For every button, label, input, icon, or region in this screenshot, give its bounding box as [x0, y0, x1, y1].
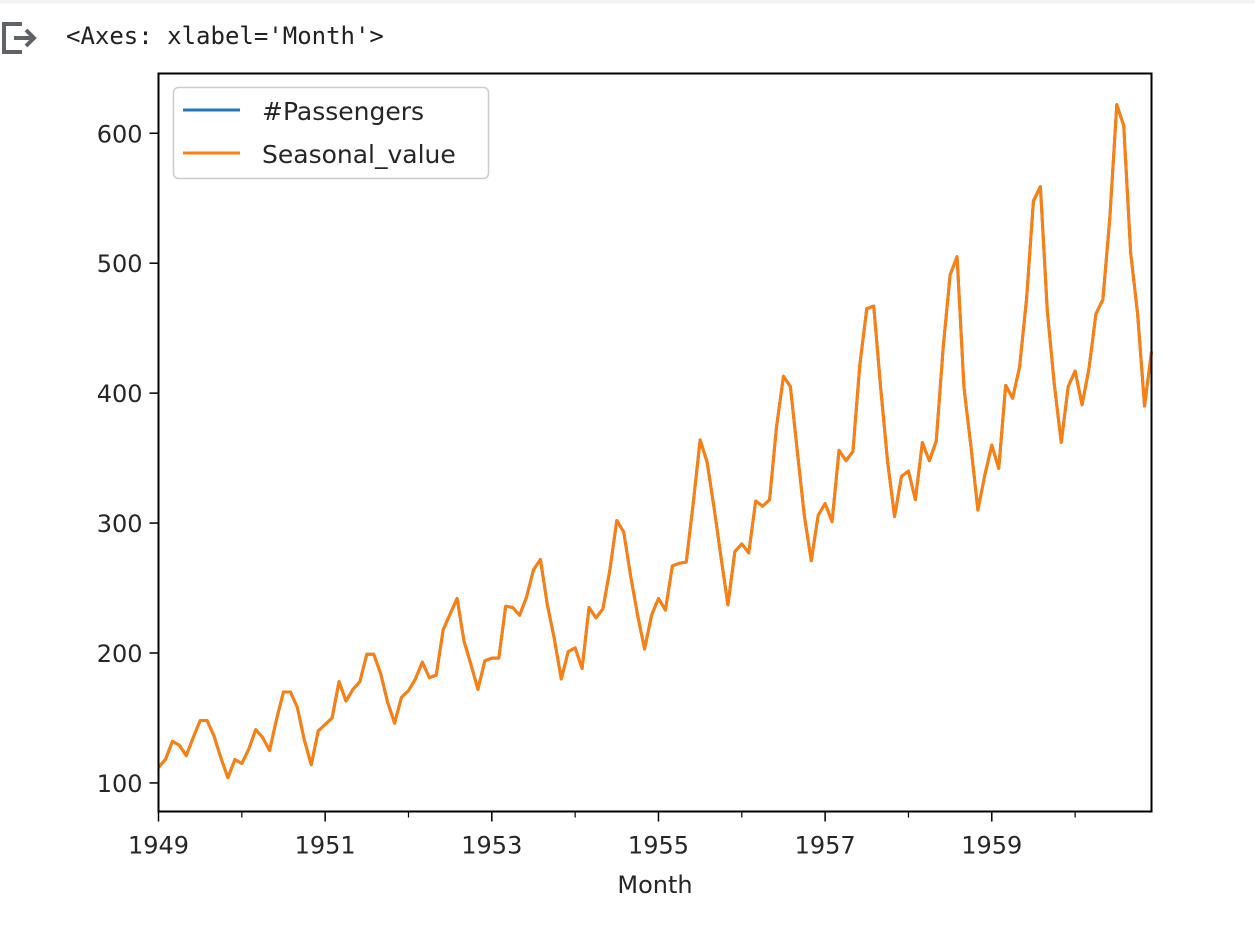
legend-box	[172, 86, 490, 180]
x-tick-label: 1949	[128, 832, 189, 860]
x-tick-label: 1959	[961, 832, 1022, 860]
y-tick-label: 100	[97, 770, 143, 798]
legend-label-passengers: #Passengers	[262, 97, 424, 126]
output-repr-text: <Axes: xlabel='Month'>	[66, 22, 384, 50]
y-tick-label: 300	[97, 510, 143, 538]
legend-label-seasonal-value: Seasonal_value	[262, 140, 456, 169]
x-tick-label: 1955	[628, 832, 689, 860]
y-tick-label: 400	[97, 380, 143, 408]
axes-frame	[157, 72, 1153, 813]
x-axis-title: Month	[617, 871, 692, 899]
series-line-passengers	[157, 103, 1153, 780]
legend: #Passengers Seasonal_value	[172, 86, 490, 180]
y-tick-label: 500	[97, 250, 143, 278]
x-tick-label: 1953	[461, 832, 522, 860]
y-tick-label: 200	[97, 640, 143, 668]
series-layer	[157, 103, 1153, 780]
x-tick-label: 1957	[795, 832, 856, 860]
ticks-layer: 100 200 300 400 500 600 1949 1951 1953 1955 1957 19…	[97, 120, 1076, 860]
cell-top-border	[0, 0, 1255, 3]
series-line-seasonal-value	[157, 103, 1153, 780]
x-tick-label: 1951	[295, 832, 356, 860]
y-tick-label: 600	[97, 120, 143, 148]
output-arrow-icon[interactable]	[0, 20, 40, 56]
